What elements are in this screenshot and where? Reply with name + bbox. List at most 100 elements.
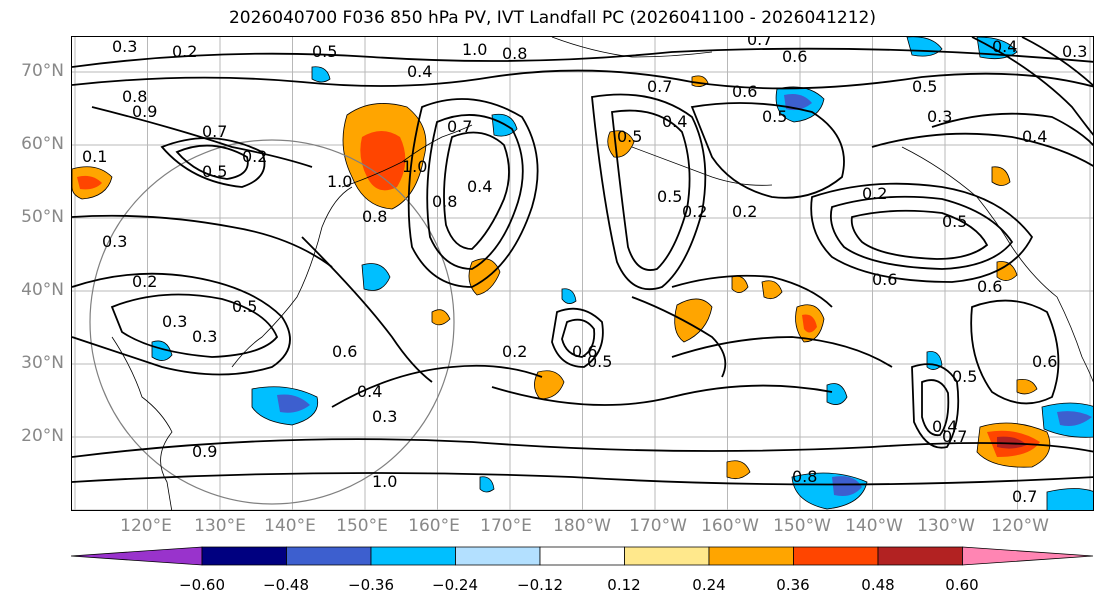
lon-label: 140°E [264,516,316,536]
colorbar-swatch [201,546,287,566]
lat-label: 40°N [21,280,64,300]
positive-anomaly [674,298,713,343]
negative-anomaly [361,263,391,291]
lat-label: 20°N [21,426,64,446]
lon-label: 120°E [120,516,172,536]
contour-label: 0.5 [587,352,612,371]
contour-label: 0.7 [942,427,967,446]
contour-label: 0.5 [942,212,967,231]
colorbar-tick: −0.36 [348,576,394,594]
contour-label: 1.0 [402,157,427,176]
colorbar-tick: −0.60 [179,576,225,594]
contour-label: 0.3 [1062,42,1087,61]
positive-anomaly [996,261,1018,281]
colorbar-swatch [793,546,879,566]
contour-label: 1.0 [462,40,487,59]
contour-label: 0.2 [502,342,527,361]
colorbar-tick: 0.12 [607,576,641,594]
colorbar-segments [71,546,1094,566]
contour-label: 0.5 [657,187,682,206]
lon-label: 150°E [336,516,388,536]
contour-label: 0.6 [732,82,757,101]
lon-label: 120°W [991,516,1049,536]
colorbar-tick: 0.60 [945,576,979,594]
contour-label: 0.8 [362,207,387,226]
contour-label: 0.4 [1022,127,1047,146]
colorbar-swatch [455,546,541,566]
lon-label: 160°E [408,516,460,536]
coastlines [111,37,1093,510]
contour-label: 0.4 [662,112,687,131]
positive-anomaly [431,309,451,326]
lon-label: 170°W [629,516,687,536]
contour-label: 0.2 [682,202,707,221]
contour-label: 0.6 [1032,352,1057,371]
contour-label: 0.4 [932,417,957,436]
contour-label: 0.4 [992,37,1017,56]
positive-anomaly [534,370,565,400]
contour-label: 0.6 [977,277,1002,296]
contour-label: 0.2 [172,42,197,61]
colorbar [71,546,1094,566]
contour-labels: 1.0 0.80.70.60.50.40.3 0.20.80.90.10.70.21… [82,37,1087,506]
negative-anomaly [561,288,577,304]
colorbar-tick: 0.24 [692,576,726,594]
contour-label: 0.4 [407,62,432,81]
negative-anomaly [151,340,173,361]
contour-label: 0.5 [762,107,787,126]
lon-label: 150°W [773,516,831,536]
contour-label: 0.8 [502,44,527,63]
contour-label: 0.3 [192,327,217,346]
contour-label: 0.5 [617,127,642,146]
colorbar-swatch [624,546,710,566]
negative-anomaly [311,66,331,83]
colorbar-tick: 0.48 [861,576,895,594]
colorbar-tick: −0.48 [263,576,309,594]
lon-label: 160°W [701,516,759,536]
contour-label: 0.6 [872,270,897,289]
contour-label: 0.8 [792,467,817,486]
contour-label: 0.3 [372,407,397,426]
contour-label: 0.3 [112,37,137,56]
contour-label: 0.7 [1012,487,1037,506]
negative-anomaly [1046,488,1093,510]
lat-label: 70°N [21,61,64,81]
contour-label: 0.7 [747,37,772,49]
colorbar-swatch [71,546,203,566]
colorbar-swatch [286,546,372,566]
negative-anomaly [826,383,848,405]
positive-anomaly [468,258,501,296]
map-canvas: 1.0 0.80.70.60.50.40.3 0.20.80.90.10.70.21… [72,37,1093,510]
contour-label: 0.9 [132,102,157,121]
negative-anomaly [479,476,495,493]
map-title: 2026040700 F036 850 hPa PV, IVT Landfall… [228,8,876,28]
negative-anomaly [277,394,310,413]
contour-label: 0.7 [447,117,472,136]
contour-label: 0.8 [122,87,147,106]
contour-label: 0.3 [927,107,952,126]
contour-label: 0.2 [132,272,157,291]
colorbar-swatch [370,546,456,566]
positive-anomaly [726,460,751,480]
positive-anomaly [691,75,709,87]
contour-label: 0.3 [102,232,127,251]
lat-label: 50°N [21,207,64,227]
lon-label: 140°W [845,516,903,536]
contour-label: 0.5 [202,162,227,181]
colorbar-tick: −0.12 [517,576,563,594]
contour-label: 0.1 [82,147,107,166]
contour-label: 0.8 [432,192,457,211]
positive-anomaly [1016,379,1038,395]
contour-label: 0.7 [202,122,227,141]
lon-label: 170°E [480,516,532,536]
lon-label: 130°W [917,516,975,536]
contour-label: 1.0 [372,472,397,491]
colorbar-swatch [877,546,963,566]
contour-label: 0.2 [732,202,757,221]
colorbar-tick: −0.24 [432,576,478,594]
contour-label: 0.3 [162,312,187,331]
lat-label: 60°N [21,134,64,154]
lon-label: 180°W [553,516,611,536]
contour-label: 0.2 [862,184,887,203]
reference-circle [89,139,455,505]
